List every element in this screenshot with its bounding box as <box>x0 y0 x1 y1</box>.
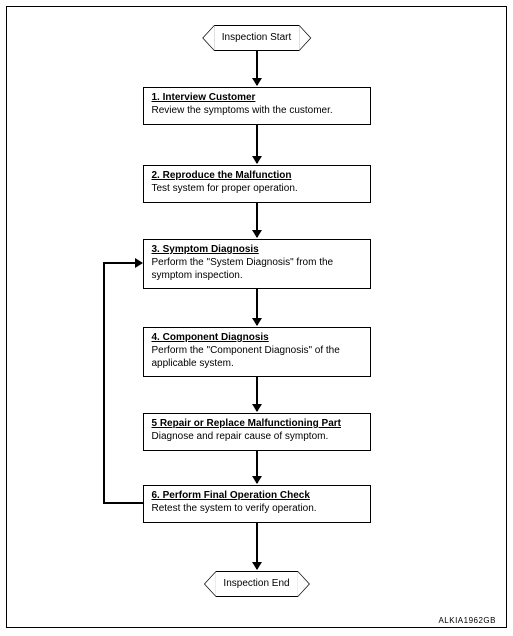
feedback-arrowhead <box>135 258 143 268</box>
terminator-shape-end: Inspection End <box>203 571 309 597</box>
step-box-1: 1. Interview Customer Review the symptom… <box>143 87 371 125</box>
terminator-start-label: Inspection Start <box>214 25 299 51</box>
terminator-end-label: Inspection End <box>215 571 297 597</box>
step-desc-2: Test system for proper operation. <box>152 183 362 196</box>
step-desc-4: Perform the "Component Diagnosis" of the… <box>152 345 362 370</box>
step-desc-1: Review the symptoms with the customer. <box>152 105 362 118</box>
terminator-shape: Inspection Start <box>202 25 311 51</box>
hexagon-cap-right-end <box>298 571 310 597</box>
step-box-4: 4. Component Diagnosis Perform the "Comp… <box>143 327 371 377</box>
step-title-6: 6. Perform Final Operation Check <box>152 490 362 501</box>
arrow-4 <box>256 377 258 411</box>
step-desc-3: Perform the "System Diagnosis" from the … <box>152 257 362 282</box>
step-desc-5: Diagnose and repair cause of symptom. <box>152 431 362 444</box>
terminator-end: Inspection End <box>203 571 309 597</box>
diagram-id: ALKIA1962GB <box>438 616 496 625</box>
step-title-1: 1. Interview Customer <box>152 92 362 103</box>
arrow-1 <box>256 123 258 163</box>
step-box-5: 5 Repair or Replace Malfunctioning Part … <box>143 413 371 451</box>
feedback-h-top <box>103 262 136 264</box>
step-desc-6: Retest the system to verify operation. <box>152 503 362 516</box>
hexagon-cap-left <box>202 25 214 51</box>
hexagon-cap-left-end <box>203 571 215 597</box>
step-title-3: 3. Symptom Diagnosis <box>152 244 362 255</box>
arrow-2 <box>256 201 258 237</box>
step-title-5: 5 Repair or Replace Malfunctioning Part <box>152 418 362 429</box>
feedback-v <box>103 262 105 504</box>
step-title-4: 4. Component Diagnosis <box>152 332 362 343</box>
step-box-3: 3. Symptom Diagnosis Perform the "System… <box>143 239 371 289</box>
arrow-0 <box>256 51 258 85</box>
terminator-start: Inspection Start <box>202 25 311 51</box>
step-box-2: 2. Reproduce the Malfunction Test system… <box>143 165 371 203</box>
diagram-frame: Inspection Start 1. Interview Customer R… <box>6 6 507 628</box>
arrow-6 <box>256 521 258 569</box>
arrow-3 <box>256 289 258 325</box>
hexagon-cap-right <box>299 25 311 51</box>
step-box-6: 6. Perform Final Operation Check Retest … <box>143 485 371 523</box>
feedback-h-bottom <box>103 502 144 504</box>
step-title-2: 2. Reproduce the Malfunction <box>152 170 362 181</box>
arrow-5 <box>256 449 258 483</box>
